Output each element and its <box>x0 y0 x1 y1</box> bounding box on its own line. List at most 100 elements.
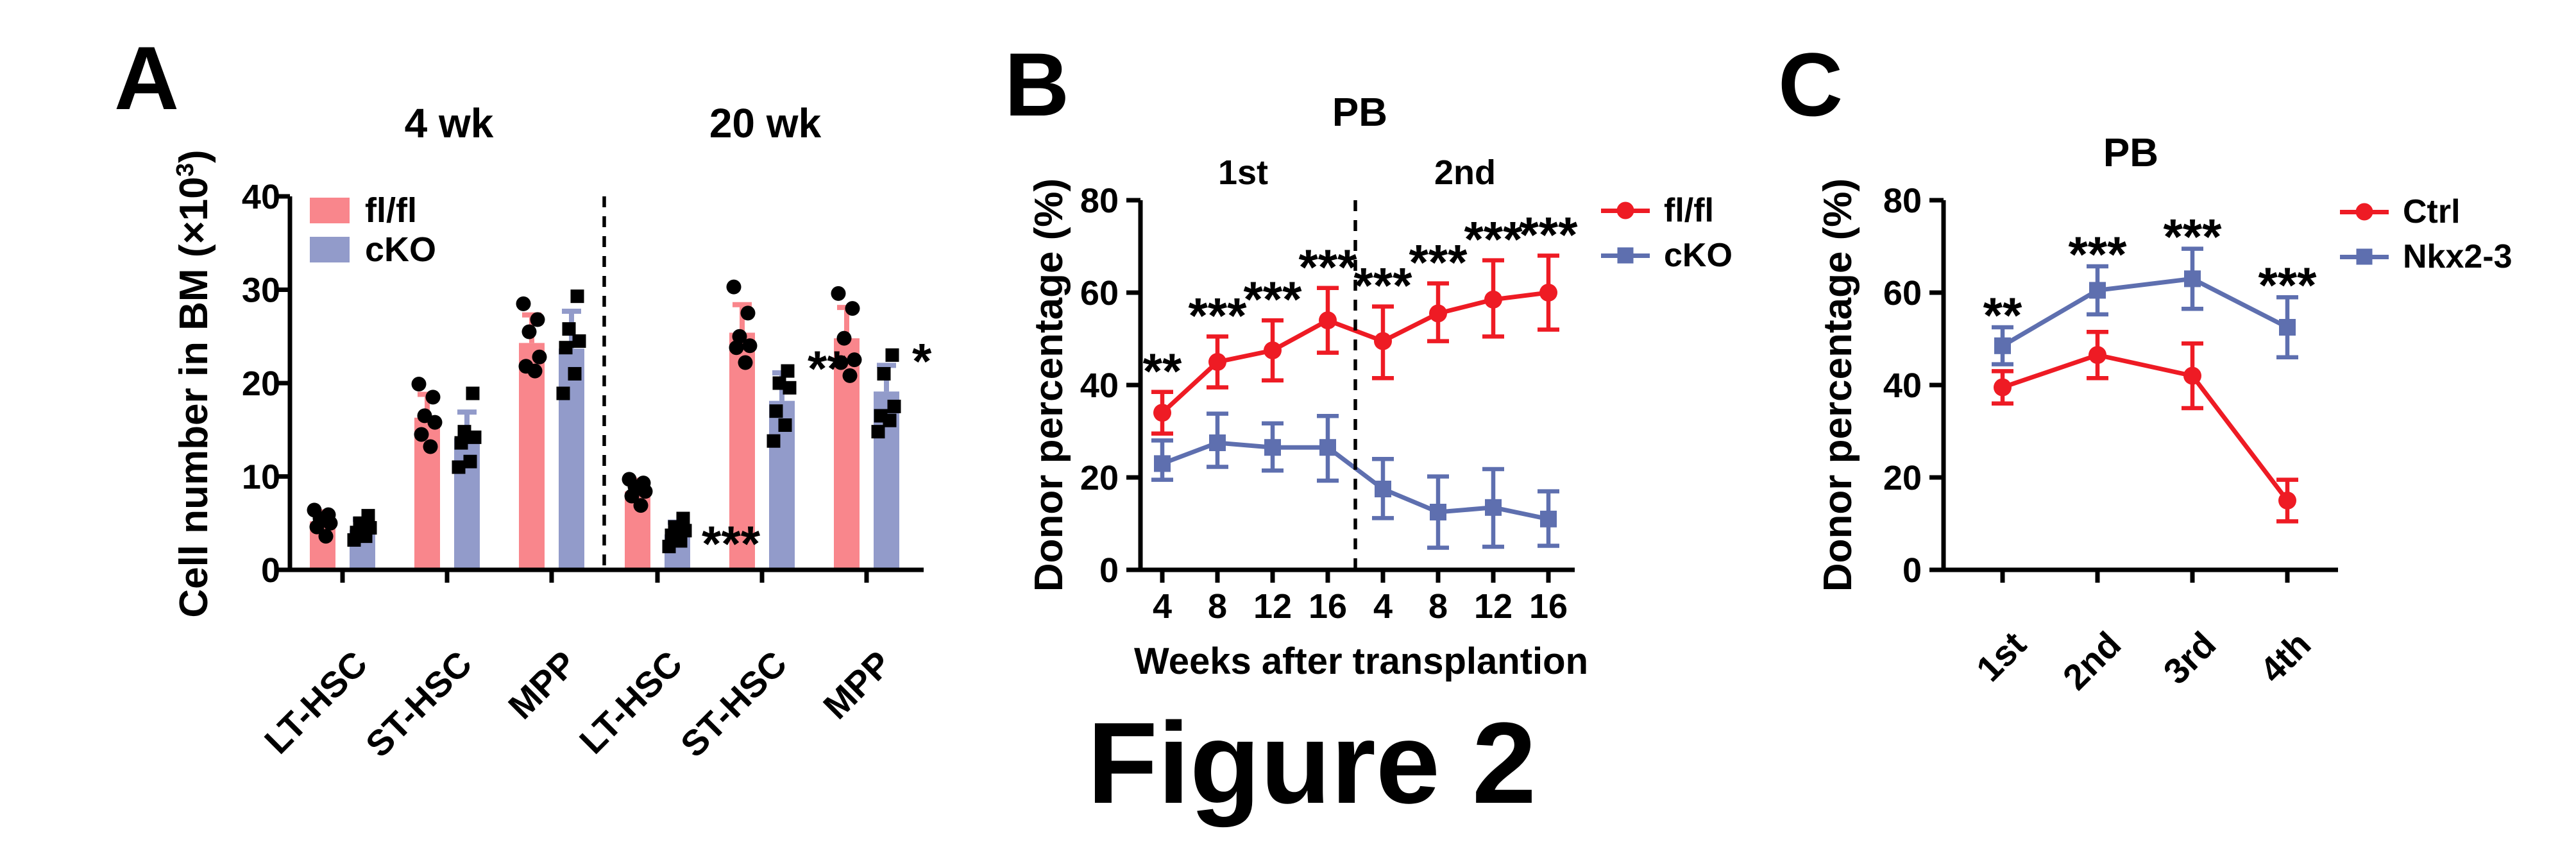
y-tick-label: 20 <box>242 364 280 403</box>
marker-circle-fl/fl <box>1484 290 1502 309</box>
series-line-Nkx2-3 <box>2001 276 2289 348</box>
marker-square-Nkx2-3 <box>2184 270 2201 287</box>
legend-circle-marker-ctrl <box>2355 203 2373 221</box>
data-point-dot <box>742 338 758 354</box>
series-line-Ctrl <box>2001 352 2289 502</box>
category-label: LT-HSC <box>257 643 375 762</box>
marker-circle-Ctrl <box>2089 346 2106 364</box>
data-point-square <box>767 434 781 448</box>
data-point-dot <box>836 330 852 346</box>
legend-item-flfl-b: fl/fl <box>1601 194 1714 227</box>
data-point-square <box>463 454 477 468</box>
data-point-dot <box>740 305 756 321</box>
marker-circle-Ctrl <box>2183 366 2201 385</box>
panel-b-subtitle-1st: 1st <box>1217 153 1269 192</box>
data-point-dot <box>423 439 438 454</box>
significance-label: ** <box>1143 343 1182 399</box>
legend-item-cko-a: cKO <box>310 232 436 267</box>
data-point-dot <box>532 349 547 364</box>
y-tick-label: 20 <box>1080 459 1119 497</box>
data-point-square <box>568 366 582 381</box>
marker-circle-fl/fl <box>1539 284 1557 302</box>
legend-circle-marker-flfl <box>1616 202 1634 219</box>
bar-cKO-MPP <box>559 348 584 570</box>
marker-square-cKO <box>1375 481 1391 497</box>
category-label: MPP <box>500 643 584 726</box>
marker-square-cKO <box>1209 434 1226 451</box>
x-tick-label: 16 <box>1309 587 1347 626</box>
marker-square-Nkx2-3 <box>2089 282 2106 299</box>
bar-fl/fl-MPP <box>519 343 545 570</box>
y-tick-label: 10 <box>242 458 280 497</box>
x-tick-label: 16 <box>1529 587 1568 626</box>
y-tick-label: 80 <box>1080 182 1119 220</box>
legend-label-flfl-a: fl/fl <box>365 191 417 230</box>
panel-b-x-axis-title: Weeks after transplantion <box>1133 640 1589 682</box>
data-point-dot <box>414 427 429 442</box>
data-point-square <box>662 540 676 554</box>
panel-c-letter: C <box>1778 34 1843 135</box>
data-point-square <box>468 430 482 444</box>
data-point-square <box>871 425 885 439</box>
category-label: MPP <box>815 643 899 726</box>
data-point-dot <box>521 324 537 339</box>
significance-label: *** <box>2163 209 2222 265</box>
data-point-square <box>778 418 792 432</box>
legend-label-cko-b: cKO <box>1664 237 1733 274</box>
data-point-square <box>769 404 783 418</box>
data-point-square <box>783 381 797 395</box>
data-point-dot <box>633 498 648 513</box>
x-tick-label: 12 <box>1474 587 1513 626</box>
figure-caption: Figure 2 <box>1087 699 1537 828</box>
data-point-square <box>359 529 373 544</box>
panel-b-title: PB <box>1332 90 1388 135</box>
marker-circle-fl/fl <box>1264 341 1282 359</box>
data-point-square <box>466 386 480 400</box>
panel-b-letter: B <box>1004 34 1070 135</box>
data-point-dot <box>318 529 334 544</box>
marker-circle-Ctrl <box>1994 378 2012 397</box>
y-tick-label: 0 <box>1099 551 1119 590</box>
y-tick-label: 40 <box>242 178 280 216</box>
data-point-square <box>454 436 468 450</box>
category-label: 3rd <box>2155 624 2223 692</box>
y-tick-label: 40 <box>1883 366 1922 405</box>
marker-square-cKO <box>1154 455 1171 472</box>
significance-label: *** <box>1353 257 1412 314</box>
legend-swatch-flfl <box>310 198 350 223</box>
y-tick-label: 40 <box>1080 366 1119 405</box>
panel-c-title: PB <box>2103 131 2159 175</box>
category-label: 1st <box>1969 624 2034 689</box>
significance-label: * <box>912 332 932 389</box>
significance-label: *** <box>2068 226 2127 282</box>
data-point-dot <box>530 312 545 327</box>
data-point-dot <box>323 515 338 531</box>
legend-item-ctrl: Ctrl <box>2340 195 2461 228</box>
data-point-square <box>556 386 570 400</box>
legend-label-nkx23: Nkx2-3 <box>2403 238 2512 275</box>
data-point-square <box>781 364 795 378</box>
data-point-dot <box>427 415 443 430</box>
significance-label: *** <box>1519 206 1578 262</box>
data-point-square <box>452 460 466 474</box>
marker-square-cKO <box>1485 499 1502 516</box>
significance-label: *** <box>1188 287 1247 343</box>
legend-square-marker-cko <box>1617 247 1634 264</box>
y-tick-label: 60 <box>1080 274 1119 313</box>
data-point-dot <box>726 279 741 295</box>
bar-fl/fl-ST-HSC <box>729 332 755 570</box>
significance-label: *** <box>1464 211 1523 268</box>
panel-a-group-title-4wk: 4 wk <box>404 100 494 146</box>
marker-square-cKO <box>1319 439 1336 456</box>
data-point-dot <box>845 301 860 316</box>
significance-label: *** <box>1243 271 1302 327</box>
data-point-dot <box>729 340 744 356</box>
legend-line-flfl <box>1601 202 1650 219</box>
y-tick-label: 20 <box>1883 459 1922 497</box>
data-point-square <box>559 341 573 355</box>
data-point-dot <box>309 519 325 535</box>
marker-circle-fl/fl <box>1153 404 1171 422</box>
data-point-dot <box>624 488 640 504</box>
